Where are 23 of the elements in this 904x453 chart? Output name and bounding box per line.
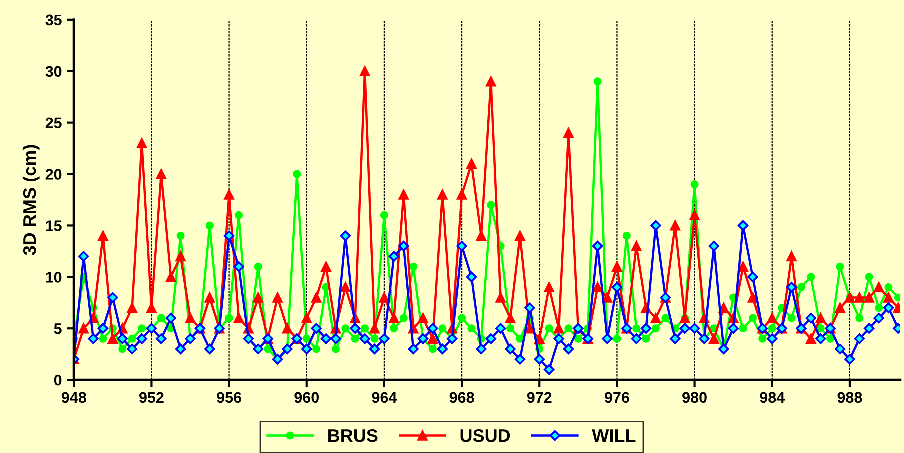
x-tick-label: 980	[682, 392, 707, 404]
legend-label: USUD	[460, 429, 510, 442]
x-tick-label: 976	[604, 392, 630, 404]
y-tick-label: 20	[46, 169, 62, 180]
y-tick-label: 30	[46, 66, 62, 78]
legend-label: BRUS	[328, 429, 378, 442]
y-axis-title: 3D RMS (cm)	[22, 145, 40, 256]
y-tick-label: 0	[54, 374, 62, 386]
x-tick-label: 984	[760, 392, 786, 404]
x-tick-label: 972	[527, 392, 552, 404]
y-tick-label: 35	[46, 14, 62, 26]
legend-label: WILL	[592, 430, 636, 442]
y-tick-label: 10	[46, 272, 62, 283]
x-tick-label: 988	[838, 392, 862, 404]
y-tick-label: 25	[46, 118, 62, 129]
x-tick-label: 968	[450, 392, 474, 404]
y-tick-label: 5	[54, 324, 62, 334]
x-tick-label: 948	[62, 392, 86, 404]
x-tick-label: 964	[372, 392, 398, 404]
x-tick-label: 960	[294, 392, 319, 404]
x-tick-label: 952	[139, 392, 164, 404]
y-tick-label: 15	[46, 220, 62, 232]
x-tick-label: 956	[217, 392, 242, 404]
